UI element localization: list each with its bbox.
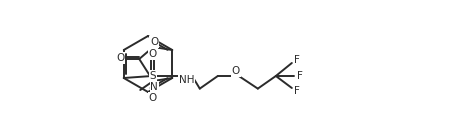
Text: N: N [150,82,158,92]
Text: F: F [293,55,299,65]
Text: F: F [293,86,299,96]
Text: O: O [148,93,156,103]
Text: F: F [296,71,302,81]
Text: NH: NH [179,75,194,85]
Text: S: S [149,71,156,81]
Text: O: O [148,49,156,59]
Text: O: O [116,53,124,63]
Text: O: O [231,66,239,76]
Text: O: O [150,37,158,47]
